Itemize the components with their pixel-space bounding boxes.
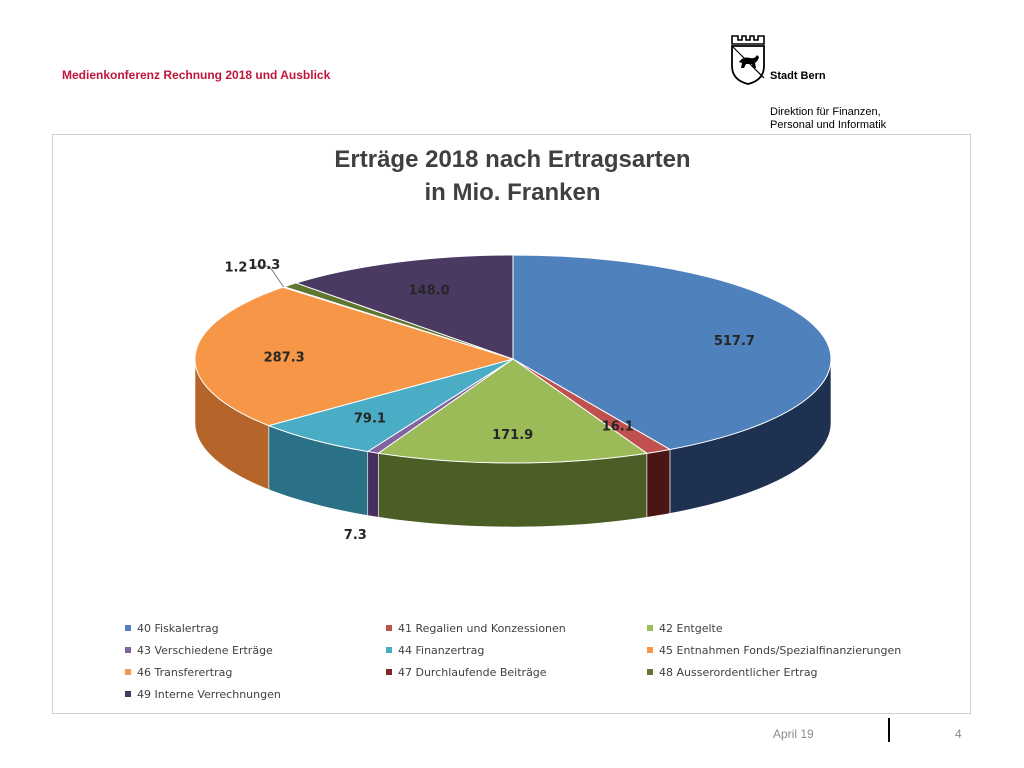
data-label-46-transferertrag: 287.3 xyxy=(264,351,305,366)
legend-item-43-verschiedene-ertr-ge: 43 Verschiedene Erträge xyxy=(125,644,273,657)
legend-label: 47 Durchlaufende Beiträge xyxy=(398,666,547,679)
leader-line-47-durchlaufende-beitr-ge xyxy=(251,265,284,288)
pie-data-labels: 517.7 16.1 171.9 7.3 79.1 287.3 1.2 10.3 148.0 xyxy=(224,258,754,543)
legend-swatch xyxy=(386,669,392,675)
data-label-41-regalien-und-konzessionen: 16.1 xyxy=(602,420,634,435)
legend-swatch xyxy=(125,625,131,631)
legend-label: 43 Verschiedene Erträge xyxy=(137,644,273,657)
data-label-49-interne-verrechnungen: 148.0 xyxy=(409,283,450,298)
legend-item-49-interne-verrechnungen: 49 Interne Verrechnungen xyxy=(125,688,281,701)
data-label-42-entgelte: 171.9 xyxy=(492,428,533,443)
data-label-43-verschiedene-ertr-ge: 7.3 xyxy=(344,528,367,543)
city-name: Stadt Bern xyxy=(770,70,826,82)
footer-date: April 19 xyxy=(773,727,814,741)
pie-top-faces xyxy=(194,254,832,464)
bern-coat-of-arms-icon xyxy=(731,35,765,85)
legend-swatch xyxy=(647,647,653,653)
legend-label: 45 Entnahmen Fonds/Spezialfinanzierungen xyxy=(659,644,902,657)
pie-chart: 517.7 16.1 171.9 7.3 79.1 287.3 1.2 10.3 148.0 xyxy=(194,254,832,543)
legend-label: 46 Transferertrag xyxy=(137,666,233,679)
chart-title-line-1: Erträge 2018 nach Ertragsarten xyxy=(334,146,691,173)
pie-slice-42-entgelte xyxy=(376,358,649,464)
legend-swatch xyxy=(386,647,392,653)
legend-label: 41 Regalien und Konzessionen xyxy=(398,622,566,635)
department-line-2: Personal und Informatik xyxy=(770,119,887,131)
legend-item-46-transferertrag: 46 Transferertrag xyxy=(125,666,232,679)
pie-slice-44-finanzertrag xyxy=(267,358,514,453)
pie-slice-46-transferertrag xyxy=(194,286,515,427)
data-label-40-fiskalertrag: 517.7 xyxy=(714,334,755,349)
legend-item-45-entnahmen-fonds-spezialfinanzierungen: 45 Entnahmen Fonds/Spezialfinanzierungen xyxy=(647,644,901,657)
presentation-title: Medienkonferenz Rechnung 2018 und Ausbli… xyxy=(62,68,331,82)
legend-swatch xyxy=(386,625,392,631)
legend-swatch xyxy=(647,669,653,675)
legend-item-40-fiskalertrag: 40 Fiskalertrag xyxy=(125,622,219,635)
page-number: 4 xyxy=(955,727,962,741)
legend-swatch xyxy=(647,625,653,631)
pie-side-walls xyxy=(194,358,832,528)
legend-label: 44 Finanzertrag xyxy=(398,644,485,657)
department-line-1: Direktion für Finanzen, xyxy=(770,106,881,118)
legend-swatch xyxy=(125,647,131,653)
legend-label: 40 Fiskalertrag xyxy=(137,622,219,635)
pie-slice-49-interne-verrechnungen xyxy=(294,254,514,360)
data-label-44-finanzertrag: 79.1 xyxy=(354,411,386,426)
legend-swatch xyxy=(125,691,131,697)
legend-item-42-entgelte: 42 Entgelte xyxy=(647,622,723,635)
legend-item-41-regalien-und-konzessionen: 41 Regalien und Konzessionen xyxy=(386,622,566,635)
legend-swatch xyxy=(125,669,131,675)
chart-frame: Erträge 2018 nach Ertragsarten in Mio. F… xyxy=(52,134,971,714)
pie-side-41-regalien-und-konzessionen xyxy=(646,449,671,518)
chart-title: Erträge 2018 nach Ertragsarten in Mio. F… xyxy=(53,143,972,209)
pie-side-42-entgelte xyxy=(377,452,648,528)
pie-slice-40-fiskalertrag xyxy=(512,254,832,450)
department-name: Direktion für Finanzen, Personal und Inf… xyxy=(770,106,886,132)
legend-label: 42 Entgelte xyxy=(659,622,723,635)
data-label-47-durchlaufende-beitr-ge: 1.2 xyxy=(224,260,247,275)
legend-label: 49 Interne Verrechnungen xyxy=(137,688,281,701)
data-label-48-ausserordentlicher-ertrag: 10.3 xyxy=(248,258,280,273)
legend-item-44-finanzertrag: 44 Finanzertrag xyxy=(386,644,484,657)
legend-item-48-ausserordentlicher-ertrag: 48 Ausserordentlicher Ertrag xyxy=(647,666,818,679)
legend-label: 48 Ausserordentlicher Ertrag xyxy=(659,666,818,679)
pie-side-43-verschiedene-ertr-ge xyxy=(367,451,379,518)
chart-title-line-2: in Mio. Franken xyxy=(424,179,601,206)
legend-item-47-durchlaufende-beitr-ge: 47 Durchlaufende Beiträge xyxy=(386,666,547,679)
footer-divider xyxy=(888,718,890,742)
